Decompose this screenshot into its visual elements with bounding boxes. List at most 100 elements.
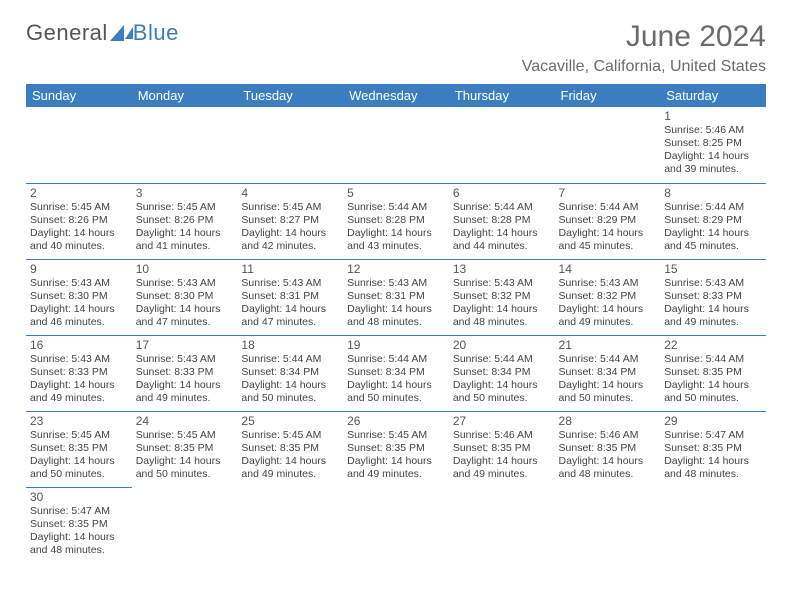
sunset-text: Sunset: 8:28 PM: [347, 214, 445, 227]
calendar-empty-cell: [555, 107, 661, 183]
sunrise-text: Sunrise: 5:45 AM: [30, 429, 128, 442]
daylight-text: Daylight: 14 hours and 49 minutes.: [136, 379, 234, 405]
logo: GeneralBlue: [26, 20, 179, 46]
day-number: 1: [664, 109, 762, 123]
day-info: Sunrise: 5:43 AMSunset: 8:33 PMDaylight:…: [664, 277, 762, 330]
day-number: 9: [30, 262, 128, 276]
daylight-text: Daylight: 14 hours and 47 minutes.: [241, 303, 339, 329]
calendar-day-cell: 18Sunrise: 5:44 AMSunset: 8:34 PMDayligh…: [237, 335, 343, 411]
calendar-week-row: 1Sunrise: 5:46 AMSunset: 8:25 PMDaylight…: [26, 107, 766, 183]
daylight-text: Daylight: 14 hours and 49 minutes.: [347, 455, 445, 481]
day-number: 16: [30, 338, 128, 352]
daylight-text: Daylight: 14 hours and 50 minutes.: [559, 379, 657, 405]
day-number: 19: [347, 338, 445, 352]
calendar-week-row: 16 Sunrise: 5:43 AMSunset: 8:33 PMDayligh…: [26, 335, 766, 411]
sunset-text: Sunset: 8:29 PM: [559, 214, 657, 227]
sunset-text: Sunset: 8:34 PM: [241, 366, 339, 379]
day-number: 26: [347, 414, 445, 428]
sunrise-text: Sunrise: 5:45 AM: [241, 201, 339, 214]
day-number: 30: [30, 490, 128, 504]
sunrise-text: Sunrise: 5:46 AM: [559, 429, 657, 442]
daylight-text: Daylight: 14 hours and 49 minutes.: [241, 455, 339, 481]
calendar-day-cell: 19Sunrise: 5:44 AMSunset: 8:34 PMDayligh…: [343, 335, 449, 411]
calendar-table: SundayMondayTuesdayWednesdayThursdayFrid…: [26, 84, 766, 563]
calendar-week-row: 9Sunrise: 5:43 AMSunset: 8:30 PMDaylight…: [26, 259, 766, 335]
sunset-text: Sunset: 8:35 PM: [453, 442, 551, 455]
calendar-empty-cell: [343, 107, 449, 183]
sunrise-text: Sunrise: 5:46 AM: [664, 124, 762, 137]
sunset-text: Sunset: 8:35 PM: [241, 442, 339, 455]
daylight-text: Daylight: 14 hours and 48 minutes.: [30, 531, 128, 557]
day-number: 22: [664, 338, 762, 352]
sunrise-text: Sunrise: 5:43 AM: [453, 277, 551, 290]
calendar-day-cell: 8Sunrise: 5:44 AMSunset: 8:29 PMDaylight…: [660, 183, 766, 259]
sunrise-text: Sunrise: 5:43 AM: [30, 353, 128, 366]
calendar-empty-cell: [660, 487, 766, 563]
calendar-day-cell: 4Sunrise: 5:45 AMSunset: 8:27 PMDaylight…: [237, 183, 343, 259]
sunrise-text: Sunrise: 5:43 AM: [136, 353, 234, 366]
daylight-text: Daylight: 14 hours and 50 minutes.: [664, 379, 762, 405]
day-info: Sunrise: 5:45 AMSunset: 8:35 PMDaylight:…: [30, 429, 128, 482]
day-info: Sunrise: 5:46 AMSunset: 8:25 PMDaylight:…: [664, 124, 762, 177]
sunset-text: Sunset: 8:35 PM: [136, 442, 234, 455]
daylight-text: Daylight: 14 hours and 43 minutes.: [347, 227, 445, 253]
day-info: Sunrise: 5:45 AMSunset: 8:27 PMDaylight:…: [241, 201, 339, 254]
calendar-day-cell: 24Sunrise: 5:45 AMSunset: 8:35 PMDayligh…: [132, 411, 238, 487]
calendar-day-cell: 20Sunrise: 5:44 AMSunset: 8:34 PMDayligh…: [449, 335, 555, 411]
sunset-text: Sunset: 8:35 PM: [664, 442, 762, 455]
day-number: 15: [664, 262, 762, 276]
sunrise-text: Sunrise: 5:43 AM: [136, 277, 234, 290]
calendar-empty-cell: [449, 487, 555, 563]
calendar-day-cell: 13Sunrise: 5:43 AMSunset: 8:32 PMDayligh…: [449, 259, 555, 335]
daylight-text: Daylight: 14 hours and 45 minutes.: [559, 227, 657, 253]
day-info: Sunrise: 5:43 AMSunset: 8:32 PMDaylight:…: [559, 277, 657, 330]
day-number: 8: [664, 186, 762, 200]
day-number: 18: [241, 338, 339, 352]
day-number: 29: [664, 414, 762, 428]
day-number: 25: [241, 414, 339, 428]
calendar-day-cell: 22Sunrise: 5:44 AMSunset: 8:35 PMDayligh…: [660, 335, 766, 411]
calendar-day-cell: 11Sunrise: 5:43 AMSunset: 8:31 PMDayligh…: [237, 259, 343, 335]
calendar-day-cell: 29Sunrise: 5:47 AMSunset: 8:35 PMDayligh…: [660, 411, 766, 487]
calendar-empty-cell: [26, 107, 132, 183]
sunset-text: Sunset: 8:31 PM: [347, 290, 445, 303]
sunrise-text: Sunrise: 5:46 AM: [453, 429, 551, 442]
day-number: 21: [559, 338, 657, 352]
day-info: Sunrise: 5:44 AMSunset: 8:34 PMDaylight:…: [453, 353, 551, 406]
calendar-day-cell: 14Sunrise: 5:43 AMSunset: 8:32 PMDayligh…: [555, 259, 661, 335]
day-number: 6: [453, 186, 551, 200]
sunset-text: Sunset: 8:34 PM: [453, 366, 551, 379]
sunset-text: Sunset: 8:26 PM: [30, 214, 128, 227]
sunset-text: Sunset: 8:30 PM: [30, 290, 128, 303]
day-info: Sunrise: 5:47 AMSunset: 8:35 PMDaylight:…: [30, 505, 128, 558]
weekday-header: Monday: [132, 84, 238, 107]
day-info: Sunrise: 5:44 AMSunset: 8:34 PMDaylight:…: [347, 353, 445, 406]
day-info: Sunrise: 5:43 AMSunset: 8:30 PMDaylight:…: [30, 277, 128, 330]
day-number: 20: [453, 338, 551, 352]
calendar-day-cell: 6Sunrise: 5:44 AMSunset: 8:28 PMDaylight…: [449, 183, 555, 259]
daylight-text: Daylight: 14 hours and 41 minutes.: [136, 227, 234, 253]
calendar-week-row: 23Sunrise: 5:45 AMSunset: 8:35 PMDayligh…: [26, 411, 766, 487]
day-info: Sunrise: 5:45 AMSunset: 8:26 PMDaylight:…: [136, 201, 234, 254]
calendar-day-cell: 30Sunrise: 5:47 AMSunset: 8:35 PMDayligh…: [26, 487, 132, 563]
sunrise-text: Sunrise: 5:44 AM: [664, 201, 762, 214]
location-subtitle: Vacaville, California, United States: [522, 58, 766, 76]
sunrise-text: Sunrise: 5:45 AM: [136, 201, 234, 214]
day-info: Sunrise: 5:43 AMSunset: 8:33 PMDaylight:…: [136, 353, 234, 406]
daylight-text: Daylight: 14 hours and 44 minutes.: [453, 227, 551, 253]
weekday-header: Friday: [555, 84, 661, 107]
sunset-text: Sunset: 8:34 PM: [347, 366, 445, 379]
sunrise-text: Sunrise: 5:47 AM: [30, 505, 128, 518]
daylight-text: Daylight: 14 hours and 48 minutes.: [453, 303, 551, 329]
day-info: Sunrise: 5:44 AMSunset: 8:34 PMDaylight:…: [559, 353, 657, 406]
calendar-day-cell: 5Sunrise: 5:44 AMSunset: 8:28 PMDaylight…: [343, 183, 449, 259]
weekday-header: Wednesday: [343, 84, 449, 107]
logo-sail-icon-2: [125, 27, 133, 39]
sunset-text: Sunset: 8:29 PM: [664, 214, 762, 227]
day-info: Sunrise: 5:43 AMSunset: 8:31 PMDaylight:…: [347, 277, 445, 330]
daylight-text: Daylight: 14 hours and 39 minutes.: [664, 150, 762, 176]
calendar-day-cell: 17Sunrise: 5:43 AMSunset: 8:33 PMDayligh…: [132, 335, 238, 411]
sunset-text: Sunset: 8:25 PM: [664, 137, 762, 150]
daylight-text: Daylight: 14 hours and 49 minutes.: [30, 379, 128, 405]
calendar-empty-cell: [555, 487, 661, 563]
